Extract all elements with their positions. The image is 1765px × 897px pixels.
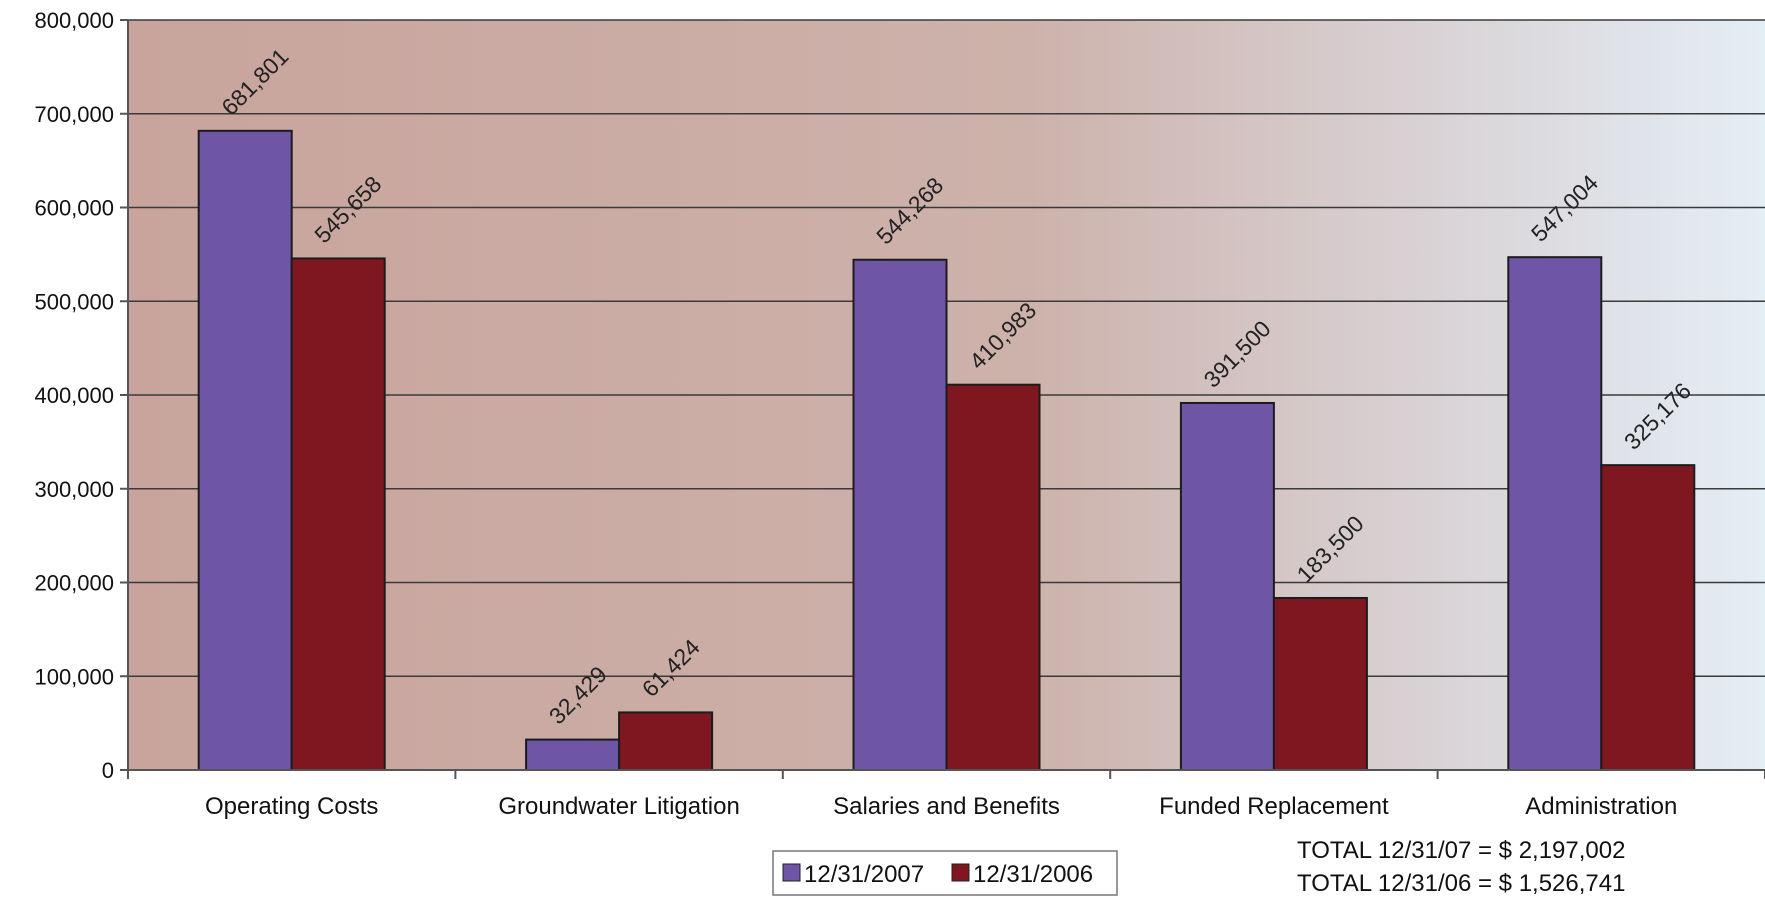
legend-label-2007: 12/31/2007 [804, 861, 924, 888]
y-tick-label: 600,000 [34, 196, 114, 221]
y-tick-label: 400,000 [34, 383, 114, 408]
total-2006: TOTAL 12/31/06 = $ 1,526,741 [1297, 870, 1625, 897]
legend-label-2006: 12/31/2006 [973, 861, 1093, 888]
legend-box [772, 850, 1118, 896]
bar-2006 [1600, 464, 1696, 771]
bar-2007 [1507, 256, 1603, 771]
category-label: Groundwater Litigation [498, 793, 739, 820]
y-tick-label: 800,000 [34, 8, 114, 33]
x-axis-labels: Operating Costs Groundwater Litigation Sal… [205, 793, 1677, 820]
legend-swatch-2007 [782, 863, 801, 882]
y-tick-label: 700,000 [34, 102, 114, 127]
y-axis-ticks: 0 100,000 200,000 300,000 400,000 500,000 600,… [34, 8, 128, 783]
bar-2007 [1179, 401, 1275, 771]
y-tick-label: 500,000 [34, 289, 114, 314]
legend: 12/31/2007 12/31/2006 [772, 850, 1118, 896]
x-axis-ticks [127, 770, 1765, 779]
category-label: Operating Costs [205, 793, 378, 820]
bar-2006 [1272, 596, 1368, 771]
y-tick-label: 0 [102, 758, 114, 783]
y-tick-label: 200,000 [34, 571, 114, 596]
category-label: Salaries and Benefits [833, 793, 1060, 820]
total-2007: TOTAL 12/31/07 = $ 2,197,002 [1297, 837, 1625, 864]
y-tick-label: 100,000 [34, 664, 114, 689]
bar-2007 [197, 129, 293, 771]
bars [197, 129, 1696, 772]
legend-swatch-2006 [951, 863, 970, 882]
category-label: Administration [1525, 793, 1677, 820]
category-label: Funded Replacement [1159, 793, 1389, 820]
bar-2006 [945, 383, 1041, 771]
y-tick-label: 300,000 [34, 477, 114, 502]
bar-2007 [525, 738, 621, 772]
bar-2007 [852, 258, 948, 771]
bar-2006 [290, 257, 386, 771]
bar-2006 [618, 711, 714, 771]
